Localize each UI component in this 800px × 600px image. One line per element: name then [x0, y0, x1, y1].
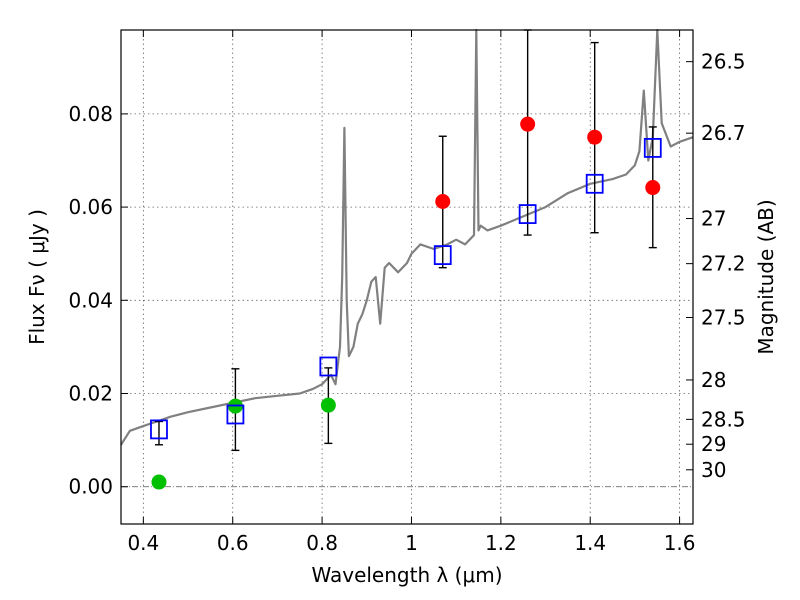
y-tick-label: 0.08: [68, 102, 113, 126]
magnitude-tick-label: 29: [701, 432, 726, 456]
y-tick-label: 0.00: [68, 475, 113, 499]
right-axis-label: Magnitude (AB): [754, 199, 778, 354]
magnitude-tick-label: 28: [701, 368, 726, 392]
x-tick-label: 1.6: [664, 531, 696, 555]
photometry-optical-point: [320, 397, 336, 413]
data-markers: [150, 116, 662, 490]
plot-frame: [120, 29, 694, 525]
photometry-optical-point: [151, 474, 167, 490]
model-sed-line: [120, 28, 694, 446]
model-bandflux-square: [319, 356, 338, 377]
y-axis-label: Flux Fν ( μJy ): [25, 209, 49, 345]
model-bandflux-square: [150, 419, 168, 440]
photometry-ir-point: [587, 129, 603, 145]
magnitude-tick-label: 30: [701, 458, 726, 482]
magnitude-tick-label: 27.2: [701, 252, 746, 276]
photometry-ir-point: [520, 116, 536, 132]
magnitude-tick-label: 27: [701, 207, 726, 231]
grid: [121, 30, 693, 524]
photometry-ir-point: [645, 180, 661, 196]
model-bandflux-square: [226, 404, 245, 425]
model-bandflux-square: [433, 245, 452, 265]
axis-ticks: [121, 30, 693, 524]
y-tick-labels: 0.00 0.02 0.04 0.06 0.08: [68, 102, 113, 499]
data-series: [120, 28, 694, 446]
x-tick-label: 1.2: [485, 531, 517, 555]
magnitude-tick-label: 27.5: [701, 305, 746, 329]
magnitude-tick-label: 28.5: [701, 407, 746, 431]
x-tick-label: 0.8: [306, 531, 338, 555]
magnitude-tick-label: 26.7: [701, 121, 746, 145]
y-tick-label: 0.02: [68, 382, 113, 406]
x-tick-label: 1: [405, 531, 418, 555]
y-tick-label: 0.06: [68, 195, 113, 219]
x-tick-label: 0.4: [127, 531, 159, 555]
x-tick-labels: 0.4 0.6 0.8 1 1.2 1.4 1.6: [127, 531, 695, 555]
model-bandflux-square: [518, 204, 537, 224]
x-tick-label: 0.6: [217, 531, 249, 555]
x-tick-label: 1.4: [574, 531, 606, 555]
photometry-ir-point: [435, 194, 451, 210]
x-axis-label: Wavelength λ (μm): [311, 563, 502, 587]
model-bandflux-square: [585, 173, 604, 194]
model-bandflux-square: [643, 138, 662, 158]
y-tick-label: 0.04: [68, 288, 113, 312]
magnitude-tick-label: 26.5: [701, 50, 746, 74]
